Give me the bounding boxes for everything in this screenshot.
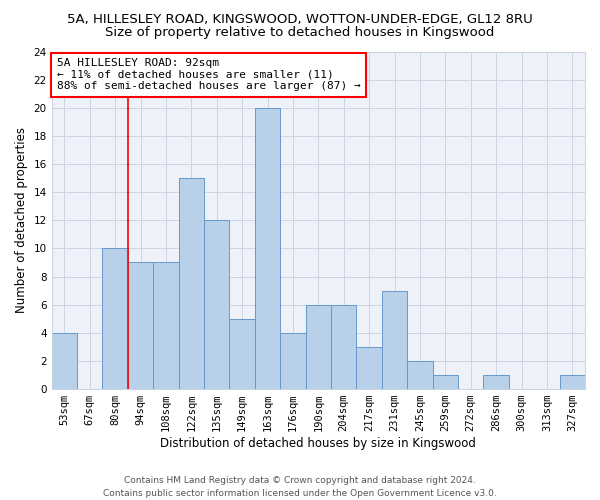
Y-axis label: Number of detached properties: Number of detached properties xyxy=(15,128,28,314)
Bar xyxy=(204,220,229,389)
Bar xyxy=(331,304,356,389)
Text: Size of property relative to detached houses in Kingswood: Size of property relative to detached ho… xyxy=(106,26,494,39)
Text: 5A, HILLESLEY ROAD, KINGSWOOD, WOTTON-UNDER-EDGE, GL12 8RU: 5A, HILLESLEY ROAD, KINGSWOOD, WOTTON-UN… xyxy=(67,12,533,26)
Bar xyxy=(280,333,305,389)
Bar xyxy=(103,248,128,389)
Text: Contains HM Land Registry data © Crown copyright and database right 2024.
Contai: Contains HM Land Registry data © Crown c… xyxy=(103,476,497,498)
Bar xyxy=(560,375,585,389)
Bar xyxy=(382,290,407,389)
Bar xyxy=(128,262,153,389)
Bar xyxy=(229,319,255,389)
Bar xyxy=(407,361,433,389)
Bar xyxy=(153,262,179,389)
Bar xyxy=(52,333,77,389)
Text: 5A HILLESLEY ROAD: 92sqm
← 11% of detached houses are smaller (11)
88% of semi-d: 5A HILLESLEY ROAD: 92sqm ← 11% of detach… xyxy=(57,58,361,92)
Bar xyxy=(179,178,204,389)
Bar xyxy=(356,347,382,389)
Bar xyxy=(484,375,509,389)
Bar xyxy=(433,375,458,389)
Bar xyxy=(305,304,331,389)
Bar xyxy=(255,108,280,389)
X-axis label: Distribution of detached houses by size in Kingswood: Distribution of detached houses by size … xyxy=(160,437,476,450)
